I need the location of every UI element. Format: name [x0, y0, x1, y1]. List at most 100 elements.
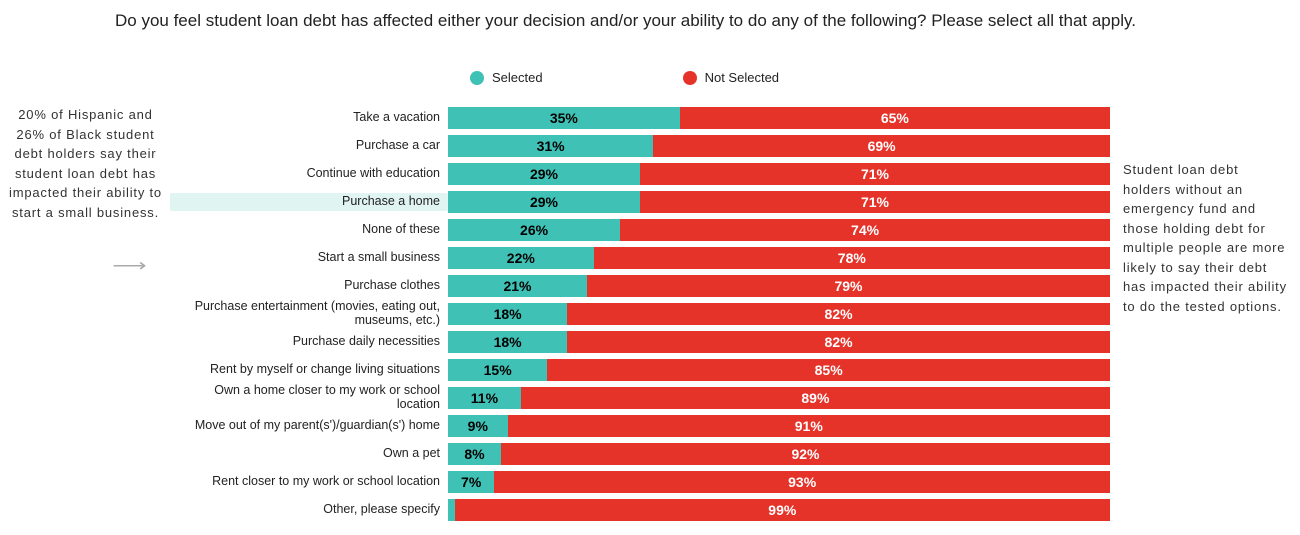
bar-value-selected: 35%: [550, 110, 578, 126]
chart-row: Purchase a home 29% 71%: [170, 189, 1110, 215]
bar-value-selected: 29%: [530, 194, 558, 210]
row-label: Rent closer to my work or school locatio…: [170, 475, 448, 489]
row-label: Take a vacation: [170, 111, 448, 125]
bar-segment-notselected: 82%: [567, 303, 1110, 325]
bar-segment-notselected: 89%: [521, 387, 1110, 409]
row-label: None of these: [170, 223, 448, 237]
bar-value-selected: 22%: [507, 250, 535, 266]
bar-track: 29% 71%: [448, 191, 1110, 213]
bar-segment-selected: 11%: [448, 387, 521, 409]
bar-value-selected: 8%: [464, 446, 484, 462]
bar-track: 11% 89%: [448, 387, 1110, 409]
bar-value-selected: 11%: [471, 390, 498, 406]
bar-track: 8% 92%: [448, 443, 1110, 465]
bar-value-selected: 18%: [494, 334, 522, 350]
bar-segment-selected: 7%: [448, 471, 494, 493]
bar-track: 22% 78%: [448, 247, 1110, 269]
row-label: Own a pet: [170, 447, 448, 461]
annotation-arrow-icon: ⟶: [112, 256, 146, 276]
bar-segment-notselected: 69%: [653, 135, 1110, 157]
bar-segment-notselected: 92%: [501, 443, 1110, 465]
chart-row: Move out of my parent(s')/guardian(s') h…: [170, 413, 1110, 439]
bar-value-notselected: 69%: [868, 138, 896, 154]
row-label: Purchase clothes: [170, 279, 448, 293]
chart-row: Own a home closer to my work or school l…: [170, 385, 1110, 411]
bar-track: 7% 93%: [448, 471, 1110, 493]
chart-row: Own a pet 8% 92%: [170, 441, 1110, 467]
bar-segment-notselected: 99%: [455, 499, 1110, 521]
legend-item-notselected: Not Selected: [683, 70, 779, 85]
bar-segment-selected: 35%: [448, 107, 680, 129]
row-label: Start a small business: [170, 251, 448, 265]
swatch-selected: [470, 71, 484, 85]
chart-row: None of these 26% 74%: [170, 217, 1110, 243]
bar-segment-notselected: 93%: [494, 471, 1110, 493]
bar-track: 21% 79%: [448, 275, 1110, 297]
row-label: Rent by myself or change living situatio…: [170, 363, 448, 377]
bar-track: 29% 71%: [448, 163, 1110, 185]
bar-segment-selected: 21%: [448, 275, 587, 297]
bar-segment-notselected: 74%: [620, 219, 1110, 241]
bar-segment-notselected: 85%: [547, 359, 1110, 381]
bar-track: 31% 69%: [448, 135, 1110, 157]
bar-value-notselected: 85%: [815, 362, 843, 378]
bar-segment-notselected: 79%: [587, 275, 1110, 297]
bar-segment-notselected: 71%: [640, 163, 1110, 185]
bar-value-notselected: 82%: [825, 306, 853, 322]
bar-value-selected: 29%: [530, 166, 558, 182]
right-annotation: Student loan debt holders without an eme…: [1123, 160, 1288, 316]
bar-track: 26% 74%: [448, 219, 1110, 241]
bar-value-notselected: 91%: [795, 418, 823, 434]
chart-row: Rent by myself or change living situatio…: [170, 357, 1110, 383]
bar-segment-notselected: 71%: [640, 191, 1110, 213]
bar-value-notselected: 99%: [768, 502, 796, 518]
bar-value-selected: 31%: [537, 138, 565, 154]
bar-value-notselected: 78%: [838, 250, 866, 266]
bar-value-notselected: 65%: [881, 110, 909, 126]
row-label: Continue with education: [170, 167, 448, 181]
bar-segment-notselected: 91%: [508, 415, 1110, 437]
row-label: Purchase daily necessities: [170, 335, 448, 349]
bar-track: 99%: [448, 499, 1110, 521]
bar-track: 15% 85%: [448, 359, 1110, 381]
chart-row: Rent closer to my work or school locatio…: [170, 469, 1110, 495]
bar-segment-notselected: 65%: [680, 107, 1110, 129]
bar-value-notselected: 92%: [791, 446, 819, 462]
row-label: Move out of my parent(s')/guardian(s') h…: [170, 419, 448, 433]
bar-track: 18% 82%: [448, 331, 1110, 353]
bar-segment-notselected: 78%: [594, 247, 1110, 269]
bar-segment-selected: 8%: [448, 443, 501, 465]
bar-chart: Take a vacation35%65%Purchase a car31%69…: [170, 105, 1110, 525]
bar-value-notselected: 89%: [801, 390, 829, 406]
bar-segment-selected: 9%: [448, 415, 508, 437]
bar-segment-selected: 15%: [448, 359, 547, 381]
chart-row: Other, please specify99%: [170, 497, 1110, 523]
bar-value-notselected: 71%: [861, 166, 889, 182]
row-label: Purchase a home: [170, 193, 448, 211]
bar-value-selected: 18%: [494, 306, 522, 322]
bar-track: 9% 91%: [448, 415, 1110, 437]
bar-value-selected: 21%: [503, 278, 531, 294]
bar-value-selected: 9%: [468, 418, 488, 434]
bar-segment-selected: 29%: [448, 163, 640, 185]
bar-segment-selected: [448, 499, 455, 521]
bar-value-notselected: 93%: [788, 474, 816, 490]
bar-segment-selected: 18%: [448, 303, 567, 325]
chart-row: Take a vacation 35% 65%: [170, 105, 1110, 131]
bar-segment-selected: 26%: [448, 219, 620, 241]
legend-label-selected: Selected: [492, 70, 543, 85]
bar-segment-selected: 29%: [448, 191, 640, 213]
chart-row: Start a small business 22% 78%: [170, 245, 1110, 271]
bar-track: 35% 65%: [448, 107, 1110, 129]
legend-item-selected: Selected: [470, 70, 543, 85]
bar-value-selected: 7%: [461, 474, 481, 490]
chart-row: Purchase clothes 21% 79%: [170, 273, 1110, 299]
bar-value-notselected: 82%: [825, 334, 853, 350]
legend: Selected Not Selected: [470, 70, 779, 85]
bar-value-notselected: 74%: [851, 222, 879, 238]
chart-title: Do you feel student loan debt has affect…: [115, 10, 1165, 33]
bar-segment-selected: 18%: [448, 331, 567, 353]
bar-value-notselected: 79%: [834, 278, 862, 294]
bar-segment-selected: 31%: [448, 135, 653, 157]
bar-value-selected: 26%: [520, 222, 548, 238]
